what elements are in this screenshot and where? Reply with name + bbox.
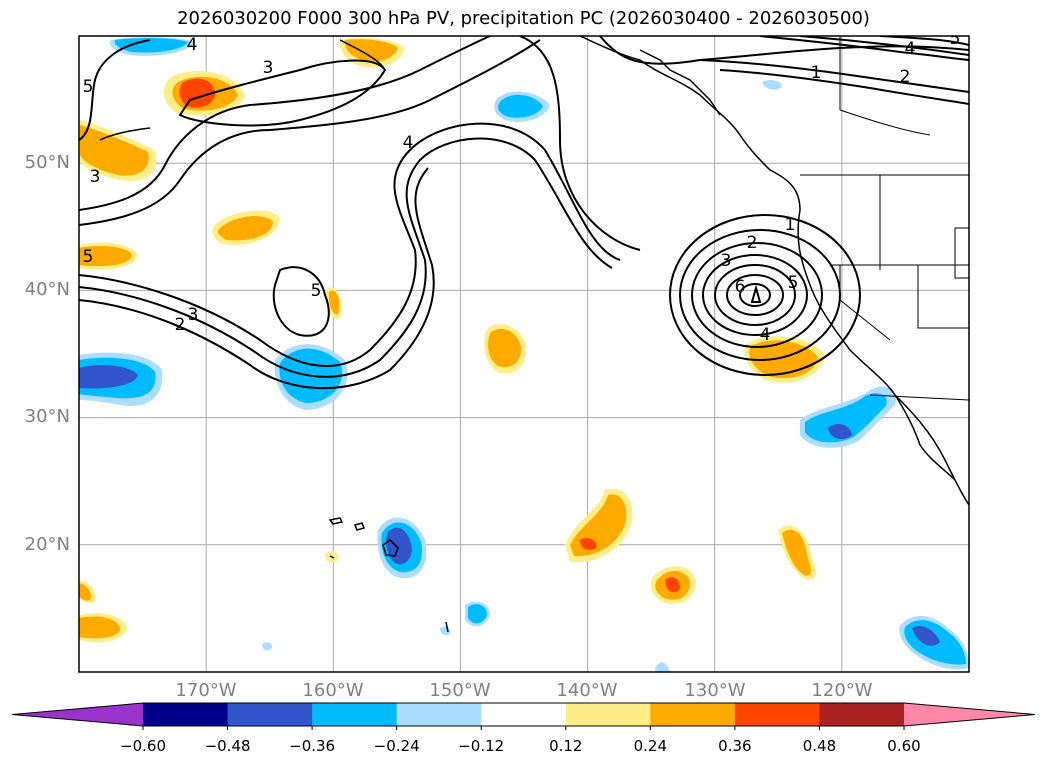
lon-label-130w: 130°W [684,680,746,701]
contour-label: 5 [83,247,94,267]
lat-label-40n: 40°N [24,279,70,300]
lon-label-140w: 140°W [556,680,618,701]
contour-label: 3 [721,251,732,271]
contour-label: 4 [760,325,771,345]
colorbar-tick-label: −0.12 [458,737,505,755]
map-frame [78,35,970,673]
colorbar-tick-label: 0.60 [887,737,921,755]
lon-label-170w: 170°W [175,680,237,701]
contour-label: 4 [905,39,916,59]
lon-label-160w: 160°W [302,680,364,701]
colorbar-tick-label: −0.36 [289,737,336,755]
contour-label: 5 [950,29,961,49]
lon-label-150w: 150°W [429,680,491,701]
contour-label: 5 [83,77,94,97]
pv-contours [79,36,969,390]
lat-label-20n: 20°N [24,534,70,555]
contour-label: 2 [900,67,911,87]
colorbar-tick-label: 0.36 [718,737,752,755]
coastlines [99,36,969,506]
contour-label: 4 [403,133,414,153]
contour-label: 3 [263,58,274,78]
colorbar-tick-label: 0.24 [633,737,668,755]
contour-label: 5 [311,281,322,301]
precip-shading [79,37,969,672]
colorbar-tick-label: −0.60 [120,737,166,755]
negative-anomaly [79,37,969,672]
contour-label: 1 [811,63,822,83]
colorbar-tick-label: 0.48 [802,737,837,755]
islands [328,517,449,633]
colorbar-tick-label: 0.12 [549,737,583,755]
map-title: 2026030200 F000 300 hPa PV, precipitatio… [177,8,870,29]
colorbar-tick-label: −0.24 [373,737,420,755]
political-borders [800,36,969,401]
contour-label: 3 [188,305,199,325]
contour-label: 2 [175,315,186,335]
contour-label: 5 [788,273,799,293]
contour-label: 2 [747,233,758,253]
contour-label: 3 [90,167,101,187]
lat-label-50n: 50°N [24,152,70,173]
contour-label: 4 [187,35,198,55]
colorbar-tick-label: −0.48 [204,737,251,755]
contour-label: 1 [785,215,796,235]
lon-label-120w: 120°W [811,680,873,701]
contour-label: 6 [735,277,746,297]
lat-label-30n: 30°N [24,406,70,427]
contour-labels: 3 4 4 5 3 5 3 2 5 1 2 4 5 1 2 3 6 5 4 [83,29,961,345]
